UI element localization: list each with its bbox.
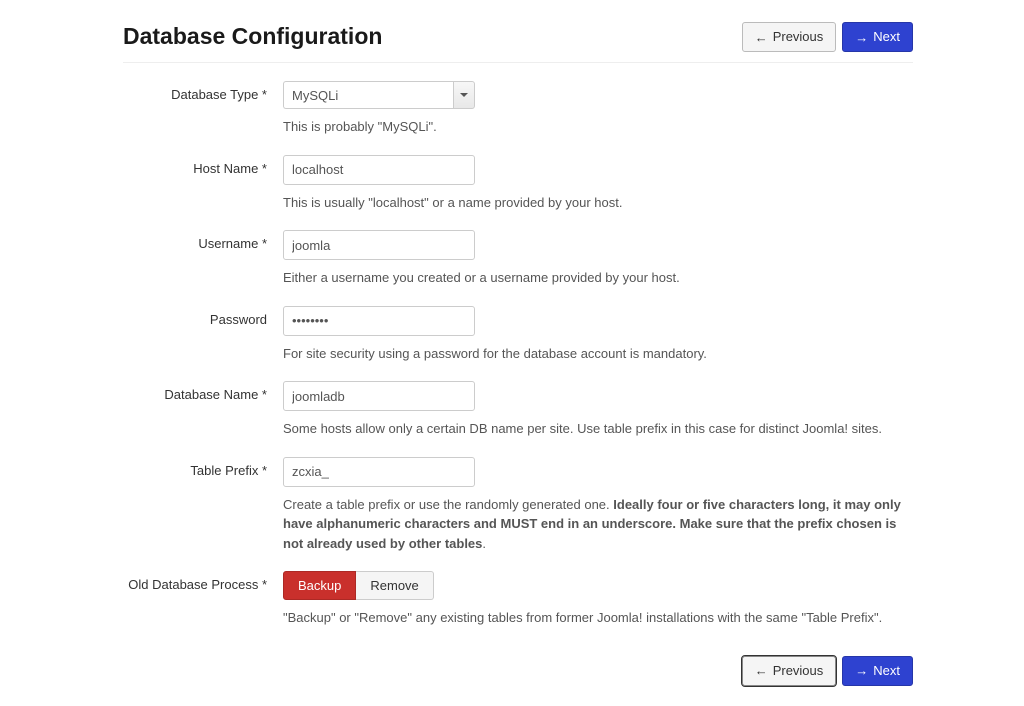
username-help: Either a username you created or a usern… bbox=[283, 268, 913, 288]
remove-button[interactable]: Remove bbox=[356, 571, 433, 600]
arrow-right-icon: → bbox=[855, 31, 868, 44]
backup-button[interactable]: Backup bbox=[283, 571, 356, 600]
arrow-left-icon: ← bbox=[755, 31, 768, 44]
footer-nav: ← Previous → Next bbox=[123, 656, 913, 706]
previous-button[interactable]: ← Previous bbox=[742, 22, 837, 52]
host-label: Host Name * bbox=[123, 155, 283, 176]
db-type-select[interactable]: MySQLi bbox=[283, 81, 475, 109]
username-label: Username * bbox=[123, 230, 283, 251]
username-input[interactable] bbox=[283, 230, 475, 260]
host-help: This is usually "localhost" or a name pr… bbox=[283, 193, 913, 213]
arrow-right-icon: → bbox=[855, 664, 868, 677]
old-db-toggle: Backup Remove bbox=[283, 571, 434, 600]
old-db-label: Old Database Process * bbox=[123, 571, 283, 592]
prefix-help-tail: . bbox=[482, 536, 486, 551]
previous-label-footer: Previous bbox=[773, 662, 824, 680]
db-name-help: Some hosts allow only a certain DB name … bbox=[283, 419, 913, 439]
header-nav: ← Previous → Next bbox=[742, 22, 913, 52]
next-button-footer[interactable]: → Next bbox=[842, 656, 913, 686]
prefix-help-lead: Create a table prefix or use the randoml… bbox=[283, 497, 613, 512]
previous-button-footer[interactable]: ← Previous bbox=[742, 656, 837, 686]
password-help: For site security using a password for t… bbox=[283, 344, 913, 364]
previous-label: Previous bbox=[773, 28, 824, 46]
db-type-label: Database Type * bbox=[123, 81, 283, 102]
old-db-help: "Backup" or "Remove" any existing tables… bbox=[283, 608, 913, 628]
prefix-label: Table Prefix * bbox=[123, 457, 283, 478]
arrow-left-icon: ← bbox=[755, 664, 768, 677]
password-input[interactable] bbox=[283, 306, 475, 336]
next-label-footer: Next bbox=[873, 662, 900, 680]
prefix-input[interactable] bbox=[283, 457, 475, 487]
db-type-help: This is probably "MySQLi". bbox=[283, 117, 913, 137]
next-label: Next bbox=[873, 28, 900, 46]
password-label: Password bbox=[123, 306, 283, 327]
chevron-down-icon[interactable] bbox=[453, 81, 475, 109]
db-name-input[interactable] bbox=[283, 381, 475, 411]
db-name-label: Database Name * bbox=[123, 381, 283, 402]
db-type-value: MySQLi bbox=[283, 81, 453, 109]
host-input[interactable] bbox=[283, 155, 475, 185]
next-button[interactable]: → Next bbox=[842, 22, 913, 52]
prefix-help: Create a table prefix or use the randoml… bbox=[283, 495, 913, 554]
page-title: Database Configuration bbox=[123, 24, 382, 49]
